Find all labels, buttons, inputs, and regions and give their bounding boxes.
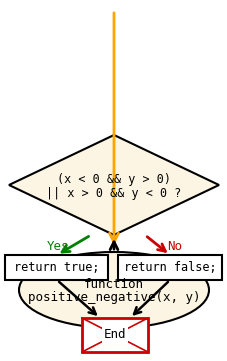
FancyBboxPatch shape — [82, 318, 147, 352]
Text: positive_negative(x, y): positive_negative(x, y) — [28, 291, 199, 304]
Text: Yes: Yes — [47, 239, 69, 252]
FancyBboxPatch shape — [118, 255, 221, 280]
Text: No: No — [167, 239, 182, 252]
Text: || x > 0 && y < 0 ?: || x > 0 && y < 0 ? — [46, 187, 181, 200]
Text: return false;: return false; — [123, 261, 215, 274]
Ellipse shape — [19, 252, 208, 328]
Text: (x < 0 && y > 0): (x < 0 && y > 0) — [57, 173, 170, 186]
Polygon shape — [9, 135, 218, 235]
FancyBboxPatch shape — [5, 255, 108, 280]
Text: End: End — [103, 329, 126, 342]
Text: function: function — [84, 278, 143, 291]
Text: return true;: return true; — [14, 261, 99, 274]
